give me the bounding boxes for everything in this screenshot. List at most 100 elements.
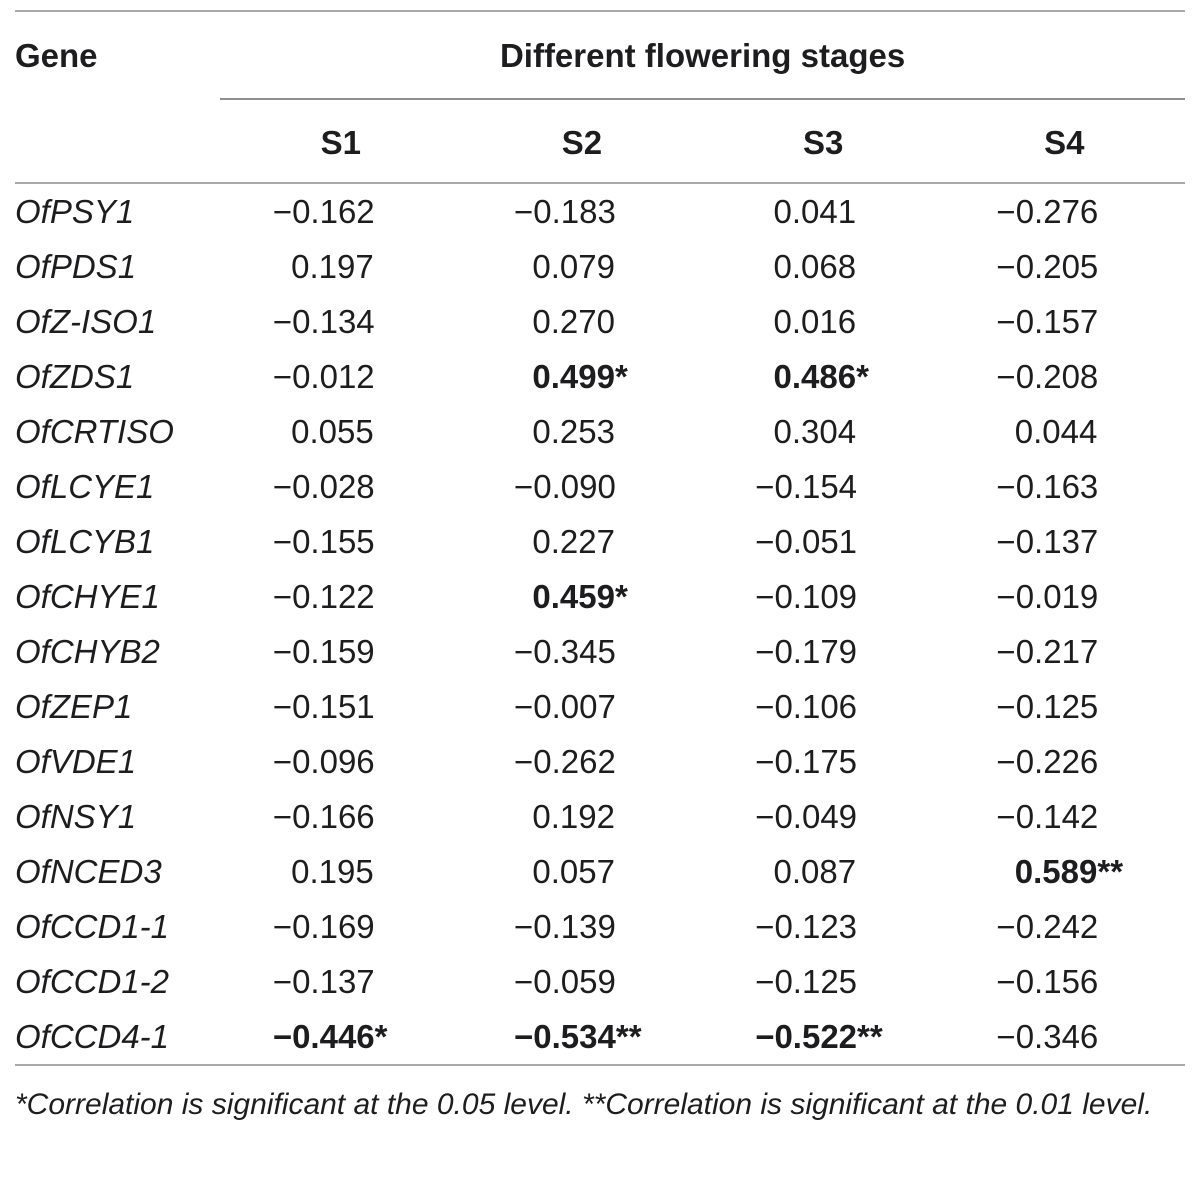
group-header-row: Gene Different flowering stages [15,12,1185,100]
gene-name: OfLCYE1 [15,467,155,505]
correlation-value: −0.169 [272,907,375,945]
table-row: OfLCYB1 −0.155 0.227 −0.051 −0.137 [15,514,1185,569]
correlation-cell-s2: −0.007 [461,679,702,734]
correlation-value: −0.346 [996,1017,1099,1055]
correlation-value: −0.166 [272,797,375,835]
gene-name: OfVDE1 [15,742,137,780]
correlation-value: −0.090 [514,467,616,505]
correlation-cell-s1: −0.028 [220,459,461,514]
correlation-value: −0.123 [755,907,858,945]
correlation-cell-s4: −0.217 [944,624,1185,679]
correlation-cell-s1: −0.169 [220,899,461,954]
stage-header-s4: S4 [943,99,1185,184]
correlation-value: −0.163 [996,467,1099,505]
correlation-value: −0.175 [755,742,858,780]
table-row: OfZ-ISO1 −0.134 0.270 0.016 −0.157 [15,294,1185,349]
correlation-value: −0.028 [272,467,375,505]
correlation-value: −0.134 [272,302,375,340]
correlation-cell-s1: −0.137 [220,954,461,1009]
table-row: OfCCD1-2 −0.137 −0.059 −0.125 −0.156 [15,954,1185,1009]
correlation-cell-s1: −0.096 [220,734,461,789]
correlation-cell-s3: 0.304 [703,404,944,459]
correlation-value: −0.242 [996,907,1099,945]
correlation-cell-s2: 0.227 [461,514,702,569]
correlation-cell-s1: 0.055 [220,404,461,459]
correlation-cell-s3: 0.087 [703,844,944,899]
correlation-value: 0.016 [773,302,857,340]
correlation-value: −0.157 [996,302,1099,340]
top-rule [15,10,1185,12]
correlation-value: 0.055 [291,412,374,450]
correlation-cell-s2: −0.139 [461,899,702,954]
significance-stars: ** [615,1017,642,1055]
correlation-cell-s2: 0.270 [461,294,702,349]
correlation-cell-s3: 0.041 [703,183,944,239]
correlation-value: −0.345 [514,632,616,670]
table-row: OfPSY1 −0.162 −0.183 0.041 −0.276 [15,183,1185,239]
correlation-cell-s1: −0.151 [220,679,461,734]
correlation-value: 0.499 [532,357,615,395]
correlation-value: −0.522 [755,1017,858,1055]
correlation-value: 0.227 [532,522,615,560]
correlation-value: −0.183 [514,192,616,230]
gene-name: OfNCED3 [15,852,162,890]
correlation-value: −0.205 [996,247,1099,285]
correlation-value: 0.253 [532,412,615,450]
correlation-cell-s1: −0.134 [220,294,461,349]
correlation-value: 0.044 [1014,412,1098,450]
correlation-value: −0.049 [755,797,858,835]
correlation-cell-s3: −0.154 [703,459,944,514]
correlation-cell-s4: −0.276 [944,183,1185,239]
gene-name: OfPSY1 [15,192,135,230]
correlation-value: 0.270 [532,302,615,340]
significance-stars: * [856,357,869,395]
correlation-cell-s3: 0.486* [703,349,944,404]
correlation-value: −0.059 [514,962,616,1000]
correlation-cell-s2: 0.079 [461,239,702,294]
correlation-cell-s4: −0.157 [944,294,1185,349]
gene-name: OfCCD4-1 [15,1017,170,1055]
correlation-cell-s4: −0.205 [944,239,1185,294]
footnote: *Correlation is significant at the 0.05 … [15,1088,1153,1121]
correlation-cell-s2: 0.253 [461,404,702,459]
correlation-value: −0.226 [996,742,1099,780]
table-header: Gene Different flowering stages S1 S2 S3… [15,12,1185,184]
correlation-value: 0.087 [773,852,857,890]
correlation-cell-s4: −0.019 [944,569,1185,624]
correlation-cell-s1: 0.197 [220,239,461,294]
correlation-value: −0.096 [272,742,375,780]
correlation-value: 0.068 [773,247,857,285]
correlation-cell-s2: −0.262 [461,734,702,789]
table-row: OfCHYB2 −0.159 −0.345 −0.179 −0.217 [15,624,1185,679]
correlation-value: −0.217 [996,632,1099,670]
correlation-value: 0.079 [532,247,615,285]
correlation-cell-s1: −0.122 [220,569,461,624]
table-row: OfCHYE1 −0.122 0.459* −0.109 −0.019 [15,569,1185,624]
gene-name: OfCRTISO [15,412,174,450]
correlation-cell-s4: −0.142 [944,789,1185,844]
correlation-cell-s3: −0.109 [703,569,944,624]
correlation-cell-s1: 0.195 [220,844,461,899]
correlation-cell-s2: −0.345 [461,624,702,679]
correlation-value: −0.159 [272,632,375,670]
correlation-cell-s4: −0.226 [944,734,1185,789]
correlation-cell-s2: −0.183 [461,183,702,239]
correlation-value: 0.486 [773,357,857,395]
correlation-value: −0.106 [755,687,858,725]
correlation-cell-s3: −0.522** [703,1009,944,1065]
table-body: OfPSY1 −0.162 −0.183 0.041 −0.276 OfPDS1 0.197… [15,183,1185,1065]
correlation-cell-s4: −0.163 [944,459,1185,514]
table-row: OfVDE1 −0.096 −0.262 −0.175 −0.226 [15,734,1185,789]
correlation-value: −0.534 [514,1017,616,1055]
table-row: OfZEP1 −0.151 −0.007 −0.106 −0.125 [15,679,1185,734]
correlation-value: −0.262 [514,742,616,780]
correlation-cell-s2: 0.499* [461,349,702,404]
table-row: OfCRTISO 0.055 0.253 0.304 0.044 [15,404,1185,459]
stage-header-row: S1 S2 S3 S4 [15,99,1185,184]
correlation-value: 0.057 [532,852,615,890]
correlation-value: 0.589 [1014,852,1098,890]
correlation-value: −0.109 [755,577,858,615]
correlation-cell-s1: −0.162 [220,183,461,239]
correlation-cell-s3: −0.049 [703,789,944,844]
correlation-value: −0.179 [755,632,858,670]
